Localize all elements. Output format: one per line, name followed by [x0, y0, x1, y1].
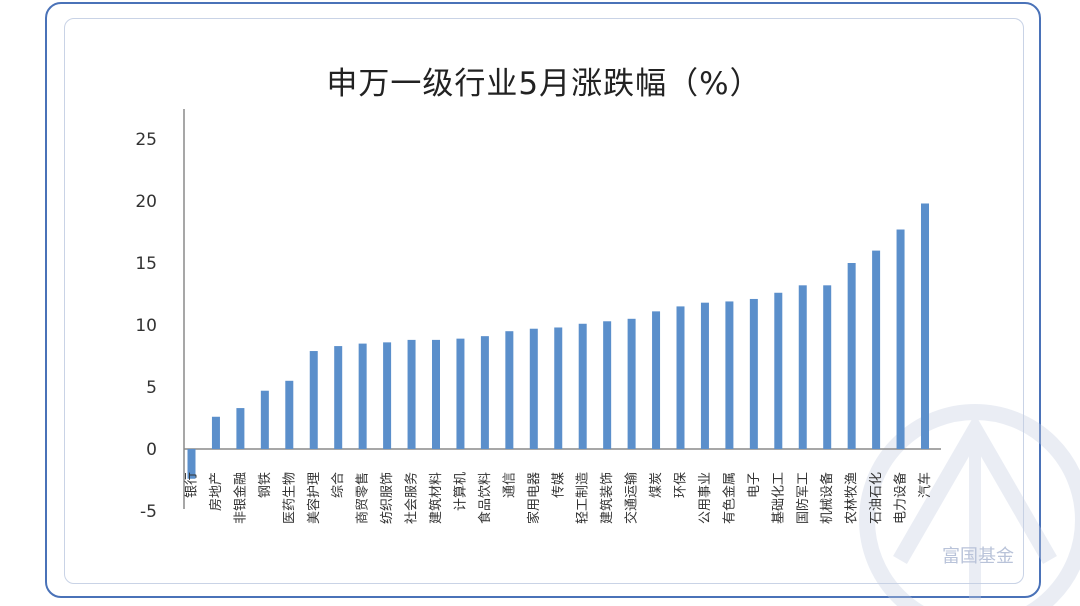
category-label: 医药生物: [282, 472, 297, 524]
y-tick-label: -5: [140, 502, 157, 522]
category-label: 通信: [502, 472, 517, 498]
category-label: 电子: [747, 472, 762, 498]
bar: [847, 263, 856, 449]
category-label: 综合: [331, 472, 346, 498]
bar: [383, 342, 392, 449]
category-label: 公用事业: [698, 472, 713, 524]
bar: [505, 331, 514, 449]
bar: [700, 302, 709, 449]
category-label: 煤炭: [649, 472, 664, 498]
category-label: 房地产: [208, 472, 224, 511]
watermark: 富国基金: [859, 404, 1080, 606]
y-tick-label: 20: [135, 192, 157, 212]
bar: [896, 229, 905, 449]
y-tick-label: 25: [135, 130, 157, 150]
bar: [211, 416, 220, 449]
bar: [260, 390, 269, 449]
chart-panel: [64, 18, 1024, 584]
bar: [358, 343, 367, 449]
category-label: 钢铁: [258, 472, 273, 498]
bar: [529, 328, 538, 449]
bar: [823, 285, 832, 449]
bar: [921, 203, 929, 449]
category-label: 交通运输: [624, 472, 640, 524]
bar: [480, 336, 489, 449]
bar: [578, 323, 587, 449]
y-axis-ticks: 25 20 15 10 5 0 -5: [135, 130, 157, 522]
category-label: 食品饮料: [477, 472, 493, 524]
bar: [725, 301, 734, 449]
watermark-text: 富国基金: [942, 546, 1014, 567]
category-label: 传媒: [551, 472, 566, 498]
category-label: 有色金属: [721, 472, 737, 524]
bar: [652, 311, 661, 449]
category-label: 社会服务: [404, 472, 420, 524]
category-label: 纺织服饰: [380, 472, 395, 524]
category-label: 商贸零售: [355, 472, 371, 524]
bar: [456, 338, 465, 449]
category-label: 农林牧渔: [845, 472, 860, 524]
y-tick-label: 10: [135, 316, 157, 336]
category-label: 建筑装饰: [599, 472, 615, 524]
bar: [774, 292, 783, 449]
category-label: 家用电器: [526, 472, 542, 524]
category-label: 银行: [185, 472, 200, 498]
bar: [334, 346, 343, 449]
y-tick-label: 0: [146, 440, 157, 460]
bar: [309, 351, 318, 449]
category-label: 基础化工: [771, 472, 786, 524]
category-label: 汽车: [917, 472, 933, 498]
category-label: 计算机: [453, 472, 468, 511]
bar: [872, 250, 881, 449]
fullgoal-logo-icon: [859, 404, 1080, 606]
bar: [236, 408, 245, 449]
y-tick-label: 5: [146, 378, 157, 398]
category-label: 石油石化: [869, 472, 884, 524]
category-label: 国防军工: [795, 472, 811, 524]
bar: [187, 449, 196, 479]
bar: [603, 321, 612, 449]
bar: [676, 306, 685, 449]
bar: [798, 285, 807, 449]
bar: [749, 298, 758, 449]
category-label: 轻工制造: [576, 472, 591, 524]
bar: [407, 339, 416, 449]
chart-title: 申万一级行业5月涨跌幅（%）: [326, 66, 762, 102]
category-label: 建筑材料: [428, 472, 444, 524]
category-label: 机械设备: [819, 472, 835, 524]
bar: [432, 339, 440, 449]
category-label: 环保: [674, 472, 689, 498]
bar: [627, 318, 636, 449]
bar: [554, 327, 563, 449]
bars: [187, 203, 929, 479]
category-label: 电力设备: [893, 472, 909, 524]
bar: [285, 380, 294, 449]
category-label: 美容护理: [306, 472, 322, 524]
y-tick-label: 15: [135, 254, 157, 274]
category-label: 非银金融: [232, 472, 248, 524]
category-labels: 银行 房地产 非银金融 钢铁 医药生物 美容护理 综合 商贸零售 纺织服饰 社会服务 建筑材料 计算机…: [185, 472, 934, 524]
